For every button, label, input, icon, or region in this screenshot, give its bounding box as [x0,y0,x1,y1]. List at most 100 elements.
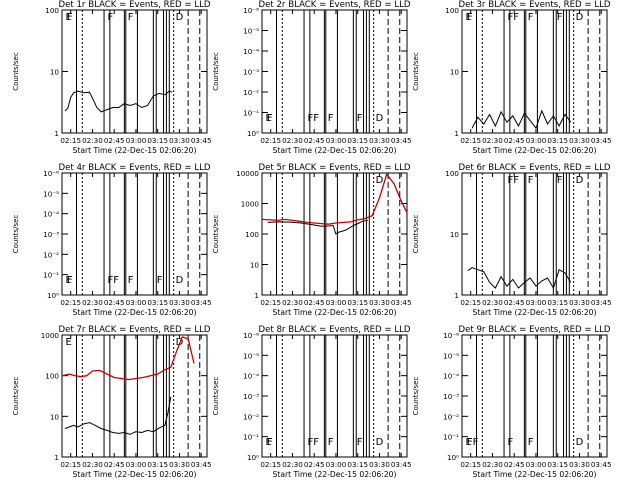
flag-letter: E [265,113,271,124]
x-tick-label: 02:15 [60,298,81,307]
flag-letter: F [557,175,563,186]
plot-title: Det 7r BLACK = Events, RED = LLD [58,325,210,335]
y-tick-label: 10⁻⁴ [243,47,259,56]
flag-letter: E [465,12,471,23]
flag-letter: F [508,437,514,448]
x-tick-label: 03:30 [569,298,590,307]
x-tick-label: 03:45 [191,298,212,307]
x-tick-label: 03:45 [591,136,612,145]
x-tick-label: 02:30 [482,460,503,469]
x-axis-label: Start Time (22-Dec-15 02:06:20) [73,470,197,479]
x-tick-label: 02:45 [104,298,125,307]
plot-frame [261,334,408,458]
y-tick-label: 10 [50,68,60,77]
x-tick-label: 03:30 [369,298,390,307]
plot-title: Det 1r BLACK = Events, RED = LLD [58,0,210,10]
flag-letter: FF [467,437,479,448]
plot-frame [61,172,208,296]
x-tick-label: 02:15 [260,298,281,307]
y-tick-label: 10⁻⁵ [443,351,459,360]
plot-title: Det 3r BLACK = Events, RED = LLD [458,0,610,10]
flag-letter: F [157,275,163,286]
flag-letter: E [465,437,471,448]
flag-letter: F [557,12,563,23]
flag-letter: D [376,437,384,448]
flag-letter: D [576,437,584,448]
x-tick-label: 02:30 [482,298,503,307]
flag-letter: F [128,275,134,286]
y-tick-label: 10⁻¹ [243,109,259,118]
flag-letter: F [528,175,534,186]
x-tick-label: 03:45 [591,460,612,469]
x-tick-label: 03:30 [169,298,190,307]
x-tick-label: 02:45 [104,460,125,469]
y-tick-label: 10⁻¹ [443,433,459,442]
events-series-line [64,90,173,113]
x-axis-label: Start Time (22-Dec-15 02:06:20) [273,308,397,317]
flag-letter: F [528,12,534,23]
x-tick-label: 03:45 [191,460,212,469]
y-tick-label: 10⁻³ [43,230,59,239]
flag-letter: F [328,113,334,124]
plot-title: Det 9r BLACK = Events, RED = LLD [458,325,610,335]
x-tick-label: 03:00 [326,298,347,307]
flag-letter: FF [308,113,320,124]
y-tick-label: 10 [450,230,460,239]
x-tick-label: 03:00 [126,136,147,145]
y-tick-label: 10⁰ [247,129,259,138]
flag-letter: D [576,12,584,23]
y-tick-label: 10⁻⁶ [43,169,59,178]
flag-letter: FF [508,175,520,186]
x-tick-label: 02:45 [304,460,325,469]
y-axis-label: Counts/sec [212,52,220,91]
x-tick-label: 03:45 [391,460,412,469]
flag-letter: D [376,113,384,124]
y-tick-label: 100 [445,169,459,178]
events-series-line [267,219,368,235]
events-series-line [64,396,172,435]
y-tick-label: 10⁻⁶ [243,331,259,340]
y-tick-label: 10⁻⁶ [443,331,459,340]
plot-frame [61,9,208,134]
x-tick-label: 02:15 [260,460,281,469]
flag-letter: D [576,175,584,186]
flag-letter: FF [508,12,520,23]
y-tick-label: 10⁻¹ [43,271,59,280]
y-tick-label: 1 [254,291,259,300]
x-tick-label: 03:45 [391,136,412,145]
x-tick-label: 03:15 [147,298,168,307]
y-tick-label: 10⁰ [247,453,259,462]
events-series-line [471,109,572,130]
x-tick-label: 03:00 [526,136,547,145]
events-series-line [467,267,572,290]
x-tick-label: 03:00 [526,460,547,469]
x-tick-label: 03:30 [169,460,190,469]
y-tick-label: 10⁻² [43,250,59,259]
y-tick-label: 100 [45,6,59,15]
x-tick-label: 02:15 [60,460,81,469]
y-tick-label: 10⁻⁵ [243,351,259,360]
detector-panel-6: Det 6r BLACK = Events, RED = LLD Counts/s… [412,163,612,317]
x-tick-label: 02:30 [282,136,303,145]
x-tick-label: 02:45 [304,298,325,307]
detector-panel-7: Det 7r BLACK = Events, RED = LLD Counts/s… [12,325,212,479]
x-tick-label: 03:00 [126,460,147,469]
y-tick-label: 10⁻² [243,88,259,97]
plot-title: Det 6r BLACK = Events, RED = LLD [458,163,610,173]
y-tick-label: 10⁻³ [243,392,259,401]
x-tick-label: 03:30 [569,136,590,145]
x-tick-label: 02:30 [82,460,103,469]
flag-letter: E [65,337,71,348]
y-tick-label: 100 [45,372,59,381]
y-tick-label: 100 [245,230,259,239]
x-tick-label: 03:15 [147,136,168,145]
x-axis-label: Start Time (22-Dec-15 02:06:20) [473,146,597,155]
y-axis-label: Counts/sec [412,52,420,91]
plot-frame [61,334,208,458]
y-tick-label: 1 [54,129,59,138]
x-tick-label: 03:15 [547,298,568,307]
plot-title: Det 4r BLACK = Events, RED = LLD [58,163,210,173]
y-tick-label: 10 [50,412,60,421]
flag-letter: E [265,437,271,448]
